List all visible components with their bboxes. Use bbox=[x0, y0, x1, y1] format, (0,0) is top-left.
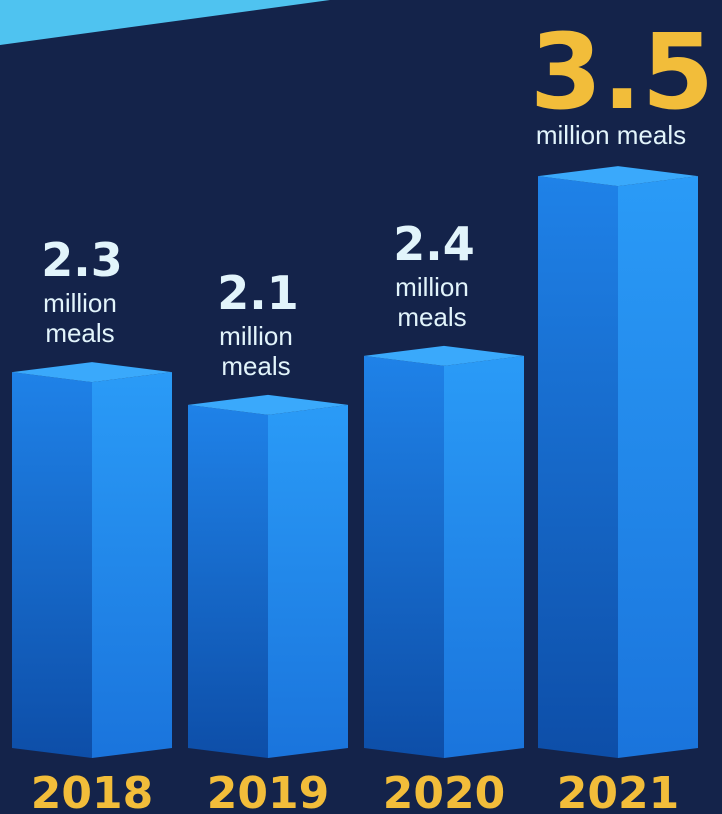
bar-side-face bbox=[268, 404, 348, 758]
value-label-2020: 2.4 bbox=[393, 217, 475, 271]
unit-label-2019: meals bbox=[221, 351, 290, 381]
bar-2019 bbox=[188, 394, 348, 758]
bar-side-face bbox=[92, 372, 172, 758]
bar-top-face bbox=[188, 394, 348, 415]
bar-2018 bbox=[12, 362, 172, 758]
x-tick-label-2018: 2018 bbox=[31, 768, 153, 814]
bar-top-face bbox=[12, 362, 172, 383]
decorative-banner bbox=[0, 0, 330, 45]
bar-2021 bbox=[538, 166, 698, 759]
bar-top-face bbox=[364, 345, 524, 366]
unit-label-2020: meals bbox=[397, 302, 466, 332]
x-tick-label-2020: 2020 bbox=[383, 768, 505, 814]
labels-group: 20182.3millionmeals20192.1millionmeals20… bbox=[31, 11, 714, 814]
x-tick-label-2021: 2021 bbox=[557, 768, 679, 814]
bar-front-face bbox=[364, 355, 444, 758]
x-tick-label-2019: 2019 bbox=[207, 768, 329, 814]
value-label-2019: 2.1 bbox=[217, 266, 299, 320]
unit-label-2019: million bbox=[219, 321, 293, 351]
bar-side-face bbox=[444, 355, 524, 758]
unit-label-2020: million bbox=[395, 272, 469, 302]
unit-label-2018: meals bbox=[45, 318, 114, 348]
value-label-2021: 3.5 bbox=[530, 11, 714, 133]
bar-front-face bbox=[538, 176, 618, 759]
value-label-2018: 2.3 bbox=[41, 233, 123, 287]
unit-label-2021: million meals bbox=[536, 120, 686, 150]
bar-2020 bbox=[364, 345, 524, 758]
bar-front-face bbox=[188, 404, 268, 758]
bar-side-face bbox=[618, 176, 698, 759]
bar-front-face bbox=[12, 372, 92, 758]
bar-top-face bbox=[538, 166, 698, 187]
bars-group bbox=[12, 166, 698, 759]
unit-label-2018: million bbox=[43, 288, 117, 318]
